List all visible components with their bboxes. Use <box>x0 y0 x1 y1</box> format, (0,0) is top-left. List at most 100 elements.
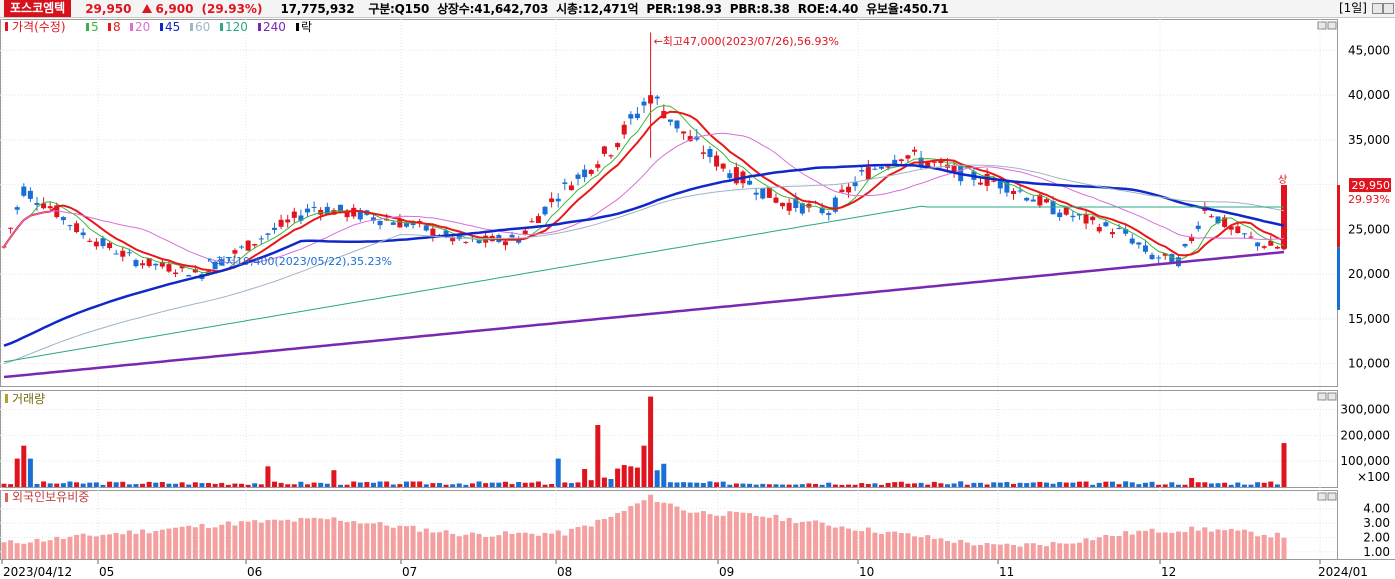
upper-limit-mark: 상 <box>1278 174 1287 186</box>
candle-body <box>1103 222 1109 227</box>
pane-price <box>0 19 1338 387</box>
listed-shares: 상장수:41,642,703 <box>437 2 549 16</box>
volume-bar <box>1109 481 1115 487</box>
foreign-bar <box>793 523 799 559</box>
volume-bar <box>1169 482 1175 487</box>
candle-body <box>681 131 687 134</box>
volume-bar <box>489 482 495 487</box>
candle-body <box>634 113 640 119</box>
foreign-bar <box>621 510 627 559</box>
candle-body <box>1017 190 1023 192</box>
foreign-bar <box>905 533 911 559</box>
foreign-bar <box>931 538 937 559</box>
candle-body <box>938 160 944 164</box>
volume-bar <box>384 481 390 487</box>
volume-bar <box>179 482 185 487</box>
foreign-bar <box>113 532 119 559</box>
legend-item-marker <box>86 23 89 31</box>
candle-body <box>463 241 469 243</box>
foreign-bar <box>991 544 997 559</box>
foreign-bar <box>489 536 495 559</box>
volume-bar <box>1030 482 1036 487</box>
foreign-bar <box>87 535 93 559</box>
volume-bar <box>74 482 80 487</box>
volume-bar <box>700 483 706 487</box>
volume-bar <box>806 483 812 487</box>
volume-bar <box>542 484 548 487</box>
legend-item-240: 240 <box>263 20 286 34</box>
volume-bar <box>245 484 251 487</box>
last-pct-label: 29.93% <box>1348 193 1390 206</box>
price-change: 6,900 <box>141 2 193 16</box>
candle-body <box>239 246 245 248</box>
foreign-bar <box>364 523 370 559</box>
volume-bar <box>34 484 40 487</box>
volume-bar <box>859 483 865 487</box>
volume-bar <box>793 484 799 487</box>
foreign-bar <box>1063 543 1069 559</box>
pane-minimize-icon <box>1317 392 1327 401</box>
volume-bar <box>41 481 47 487</box>
candle-body <box>615 143 621 148</box>
candle-body <box>344 210 350 218</box>
x-tick-label: 12 <box>1161 565 1176 579</box>
close-icon[interactable] <box>1383 3 1394 14</box>
stock-name[interactable]: 포스코엠텍 <box>4 0 72 17</box>
foreign-bar <box>173 527 179 559</box>
candle-body <box>133 260 139 267</box>
up-arrow-icon <box>141 3 152 13</box>
candle-body <box>760 188 766 199</box>
minimize-icon[interactable] <box>1372 3 1383 14</box>
foreign-bar <box>773 514 779 559</box>
volume-bar <box>324 483 330 487</box>
foreign-bar <box>1136 530 1142 559</box>
foreign-bar <box>707 514 713 559</box>
volume-bar <box>588 480 594 487</box>
candle-body <box>1142 245 1148 252</box>
volume-bar <box>285 484 291 487</box>
legend-item-marker <box>108 23 111 31</box>
period-selector[interactable]: [1일] <box>1338 1 1367 15</box>
volume-bar <box>1070 482 1076 487</box>
foreign-bar <box>1116 536 1122 559</box>
candle-body <box>14 207 20 210</box>
candle-body <box>113 253 119 255</box>
foreign-bar <box>146 533 152 559</box>
candle-body <box>1208 216 1214 218</box>
volume-bar <box>232 483 238 487</box>
foreign-bar <box>522 532 528 559</box>
candle-body <box>219 259 225 266</box>
volume-bar <box>865 483 871 487</box>
candle-body <box>839 189 845 193</box>
volume-bar <box>159 482 165 487</box>
x-tick-label: 10 <box>859 565 874 579</box>
pane-close-icon <box>1327 492 1337 501</box>
candle-body <box>1169 254 1175 264</box>
volume-bar <box>562 482 568 487</box>
volume-bar <box>648 396 654 487</box>
volume-bar <box>1182 484 1188 487</box>
volume-bar <box>727 484 733 487</box>
candle-body <box>977 182 983 185</box>
volume-bar <box>1222 482 1228 487</box>
foreign-bar <box>1017 546 1023 559</box>
volume-bar <box>456 483 462 487</box>
candle-body <box>509 234 515 238</box>
candle-body <box>502 241 508 246</box>
volume-bar <box>747 483 753 487</box>
volume-bar <box>1063 482 1069 487</box>
volume-bar <box>615 468 621 487</box>
foreign-bar <box>8 540 14 559</box>
foreign-bar <box>971 545 977 559</box>
ma240-line <box>3 250 1285 379</box>
volume-bar <box>813 483 819 487</box>
foreign-bar <box>443 530 449 559</box>
volume-bar <box>1241 484 1247 487</box>
foreign-bar <box>1004 543 1010 559</box>
volume-bar <box>140 483 146 487</box>
price-tick-label: 20,000 <box>1348 267 1390 281</box>
foreign-bar <box>1189 526 1195 559</box>
foreign-bar <box>337 520 343 559</box>
legend-item-marker <box>190 23 193 31</box>
